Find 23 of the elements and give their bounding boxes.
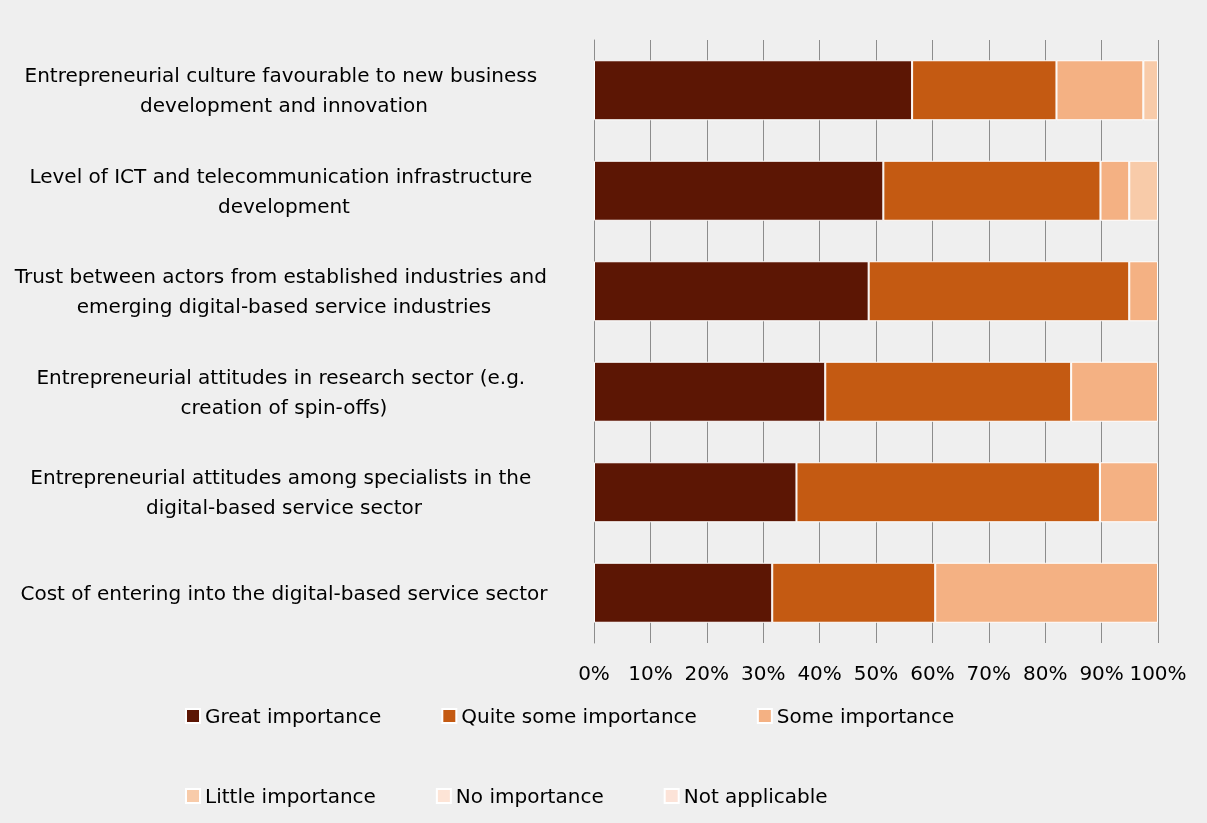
y-tick-label: Entrepreneurial culture favourable to new business development and innovation xyxy=(24,63,544,118)
legend-label: Not applicable xyxy=(683,784,828,808)
legend-label: Quite some importance xyxy=(461,704,697,728)
legend-label: Some importance xyxy=(776,704,955,728)
legend-label: Great importance xyxy=(205,704,382,728)
y-tick-label: Cost of entering into the digital-based service sector xyxy=(20,580,549,605)
y-tick-label: Level of ICT and telecommunication infrastructure development xyxy=(29,163,539,218)
x-tick-label: 40% xyxy=(797,661,842,685)
x-tick-label: 30% xyxy=(740,661,786,685)
legend-label: No importance xyxy=(455,784,604,808)
x-tick-label: 100% xyxy=(1129,661,1187,685)
x-tick-label: 10% xyxy=(628,661,673,685)
x-tick-label: 60% xyxy=(910,661,955,685)
legend-label: Little importance xyxy=(205,784,376,808)
y-tick-label: Entrepreneurial attitudes in research sector (e.g. creation of spin-offs) xyxy=(36,364,532,419)
x-tick-label: 0% xyxy=(578,661,610,685)
x-tick-label: 80% xyxy=(1022,661,1068,685)
x-tick-label: 20% xyxy=(684,661,730,685)
y-tick-label: Trust between actors from established industries and emerging digital-based service industries xyxy=(13,264,554,319)
x-tick-label: 90% xyxy=(1079,661,1124,685)
x-tick-label: 70% xyxy=(966,661,1012,685)
y-tick-label: Entrepreneurial attitudes among specialists in the digital-based service sector xyxy=(30,465,538,520)
x-tick-label: 50% xyxy=(853,661,899,685)
